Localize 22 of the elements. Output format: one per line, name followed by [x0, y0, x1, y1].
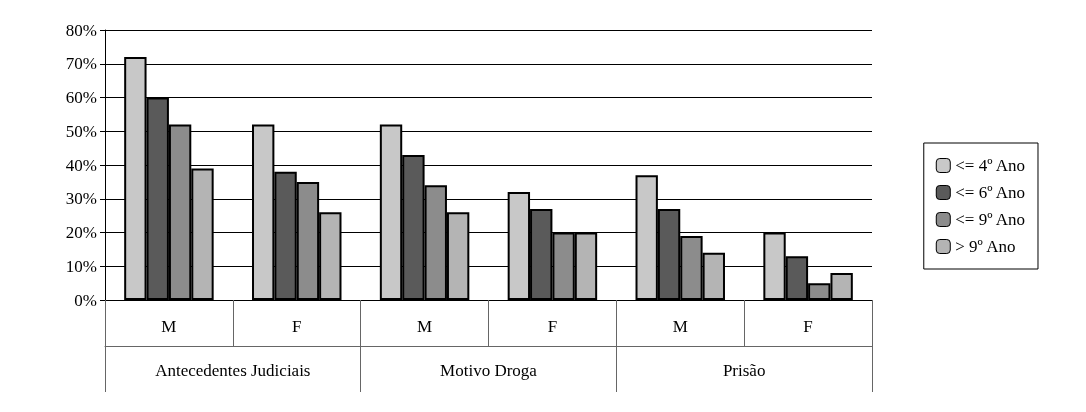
- text: Prisão: [722, 361, 766, 380]
- y-tick-label: 50%: [65, 121, 97, 141]
- legend-label: <= 9º Ano: [955, 210, 1026, 229]
- x-tick-label: F: [803, 317, 813, 336]
- y-tick-label: 80%: [65, 20, 97, 40]
- y-tick-label: 0%: [74, 290, 97, 310]
- y-tick-label: 40%: [65, 155, 97, 175]
- x-tick-label: M: [672, 317, 688, 336]
- y-tick-label: 20%: [65, 223, 97, 242]
- x-tick-label: F: [292, 317, 302, 336]
- text: Antecedentes Judiciais: [155, 361, 311, 380]
- x-tick-label: M: [161, 317, 177, 336]
- y-tick-label: 10%: [65, 256, 97, 276]
- x-tick-label: M: [417, 317, 433, 336]
- legend-label: <= 4º Ano: [955, 156, 1026, 175]
- text: Motivo Droga: [440, 361, 538, 380]
- x-tick-label: F: [547, 317, 558, 336]
- y-tick-label: 30%: [65, 189, 97, 209]
- legend-label: > 9º Ano: [955, 237, 1016, 256]
- y-tick-label: 60%: [65, 88, 97, 107]
- legend-label: <= 6º Ano: [955, 183, 1026, 202]
- y-tick-label: 70%: [65, 54, 97, 74]
